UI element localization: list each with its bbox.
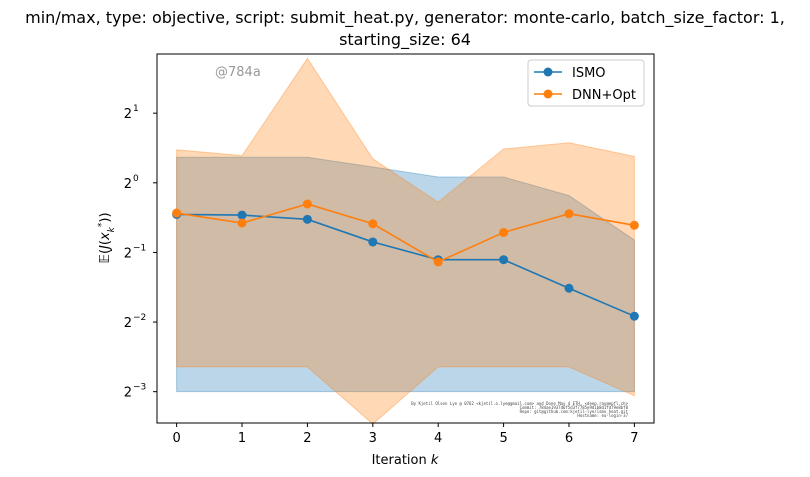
x-tick-label: 2 (303, 431, 311, 446)
y-axis-label: 𝔼(J(xk*)) (97, 212, 117, 263)
x-tick-label: 6 (565, 431, 573, 446)
legend: ISMO DNN+Opt (527, 59, 645, 107)
footnote: By Kjetil Olsen Lye @ 0762 <kjetil.o.lye… (411, 401, 628, 418)
point-dnn-opt (629, 220, 639, 230)
band-dnn-opt (176, 57, 635, 425)
point-ismo (302, 214, 312, 224)
chart-title-line1: min/max, type: objective, script: submit… (25, 8, 785, 28)
y-tick-label: 2 (124, 386, 132, 401)
x-tick-label: 4 (434, 431, 442, 446)
y-tick-label: 2 (124, 177, 132, 192)
point-ismo (237, 210, 247, 220)
y-ticks: 2 12 02 −12 −22 −3 (124, 104, 157, 401)
legend-label-ismo: ISMO (572, 66, 606, 81)
band-ismo (176, 156, 635, 393)
point-ismo (629, 311, 639, 321)
x-tick-label: 3 (369, 431, 377, 446)
point-dnn-opt (368, 219, 378, 229)
y-tick-label: 2 (124, 316, 132, 331)
footnote-line: Commit: 784ae1937d6f5d3f7785e9d1b8d1fd79… (520, 405, 629, 410)
point-ismo (368, 237, 378, 247)
point-ismo (499, 255, 509, 265)
legend-marker-dnn-opt (543, 89, 553, 99)
y-tick-exponent: −1 (133, 243, 146, 253)
x-ticks: 0 1 2 3 4 5 6 7 (172, 423, 639, 446)
x-axis-label: Iteration k (372, 453, 439, 468)
y-tick-exponent: −2 (133, 313, 146, 323)
point-dnn-opt (564, 209, 574, 219)
footnote-line: Hostname: eu-login-37 (577, 413, 628, 418)
y-tick-exponent: 1 (133, 104, 139, 114)
legend-marker-ismo (543, 67, 553, 77)
point-dnn-opt (172, 208, 182, 218)
point-dnn-opt (499, 227, 509, 237)
point-dnn-opt (237, 218, 247, 228)
y-tick-exponent: −3 (133, 383, 146, 393)
x-tick-label: 5 (499, 431, 507, 446)
x-tick-label: 7 (630, 431, 638, 446)
line-dnn-opt (176, 203, 635, 263)
y-tick-label: 2 (124, 246, 132, 261)
footnote-line: By Kjetil Olsen Lye @ 0762 <kjetil.o.lye… (411, 401, 628, 406)
x-tick-label: 1 (238, 431, 246, 446)
footnote-line: Repo: git@github.com:kjetil-lye/ismo_hea… (520, 409, 629, 414)
point-dnn-opt (433, 257, 443, 267)
point-dnn-opt (302, 199, 312, 209)
plot-area (172, 57, 639, 425)
chart-title-line2: starting_size: 64 (339, 30, 471, 50)
point-ismo (564, 283, 574, 293)
axes-frame (156, 53, 655, 424)
line-ismo (176, 213, 635, 317)
y-tick-label: 2 (124, 107, 132, 122)
y-tick-exponent: 0 (133, 174, 139, 184)
watermark: @784a (215, 65, 261, 80)
legend-label-dnn-opt: DNN+Opt (572, 88, 636, 103)
x-tick-label: 0 (172, 431, 180, 446)
